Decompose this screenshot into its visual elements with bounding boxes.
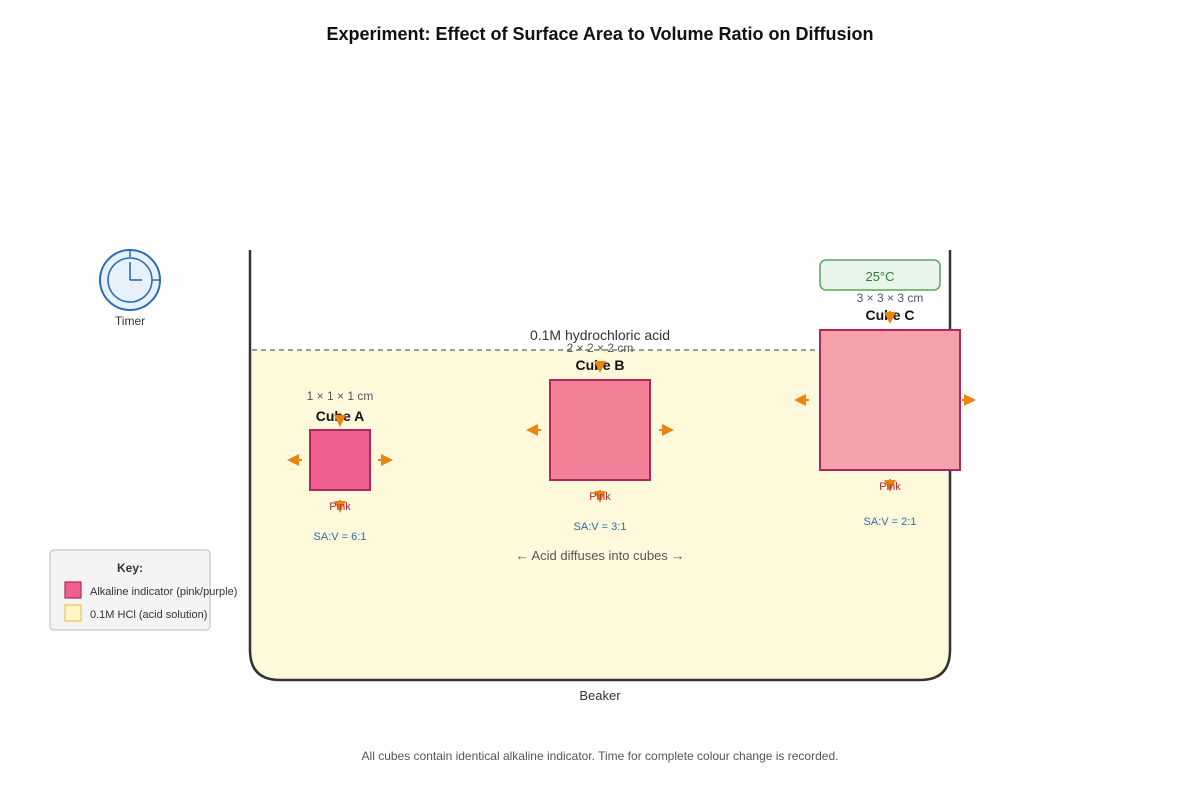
cube-c-status: Pink <box>879 481 901 493</box>
legend-box <box>49 549 211 631</box>
cube-b-ratio: SA:V = 3:1 <box>574 521 627 533</box>
temperature-indicator: 25°C <box>819 259 941 291</box>
cube-c-ratio: SA:V = 2:1 <box>864 516 917 528</box>
cube-c-dimensions: 3 × 3 × 3 cm <box>857 291 924 305</box>
cube-b-square <box>549 379 651 481</box>
cube-a-dimensions: 1 × 1 × 1 cm <box>307 389 374 403</box>
acid-solution <box>250 350 950 680</box>
cube-b-status: Pink <box>589 491 611 503</box>
legend-indicator-swatch <box>64 581 82 599</box>
cube-b: 2 × 2 × 2 cm Cube B Pink SA:V = 3:1 <box>526 341 674 533</box>
cube-a-ratio: SA:V = 6:1 <box>314 531 367 543</box>
beaker-label: Beaker <box>579 688 621 703</box>
cube-a-square <box>309 429 371 491</box>
beaker-outline <box>248 250 952 682</box>
timer: Timer <box>99 249 161 328</box>
diffusion-note: ← Acid diffuses into cubes → <box>516 548 685 563</box>
page-title: Experiment: Effect of Surface Area to Vo… <box>326 24 873 44</box>
legend-title: Key: <box>117 561 143 575</box>
legend: Key: Alkaline indicator (pink/purple) 0.… <box>49 549 237 631</box>
cube-c: 3 × 3 × 3 cm Cube C Pink SA:V = 2:1 <box>794 291 976 528</box>
timer-label: Timer <box>115 314 145 328</box>
acid-label: 0.1M hydrochloric acid <box>530 327 670 343</box>
legend-acid-label: 0.1M HCl (acid solution) <box>90 609 207 621</box>
footnote: All cubes contain identical alkaline ind… <box>362 749 839 763</box>
cube-a: 1 × 1 × 1 cm Cube A Pink SA:V = 6:1 <box>287 389 393 543</box>
legend-indicator-label: Alkaline indicator (pink/purple) <box>90 586 237 598</box>
cube-b-dimensions: 2 × 2 × 2 cm <box>567 341 634 355</box>
legend-acid-swatch <box>64 604 82 622</box>
temperature-box <box>819 259 941 291</box>
temperature-label: 25°C <box>865 269 894 284</box>
cube-a-status: Pink <box>329 501 351 513</box>
cube-a-label: Cube A <box>316 408 364 424</box>
cube-c-square <box>819 329 961 471</box>
